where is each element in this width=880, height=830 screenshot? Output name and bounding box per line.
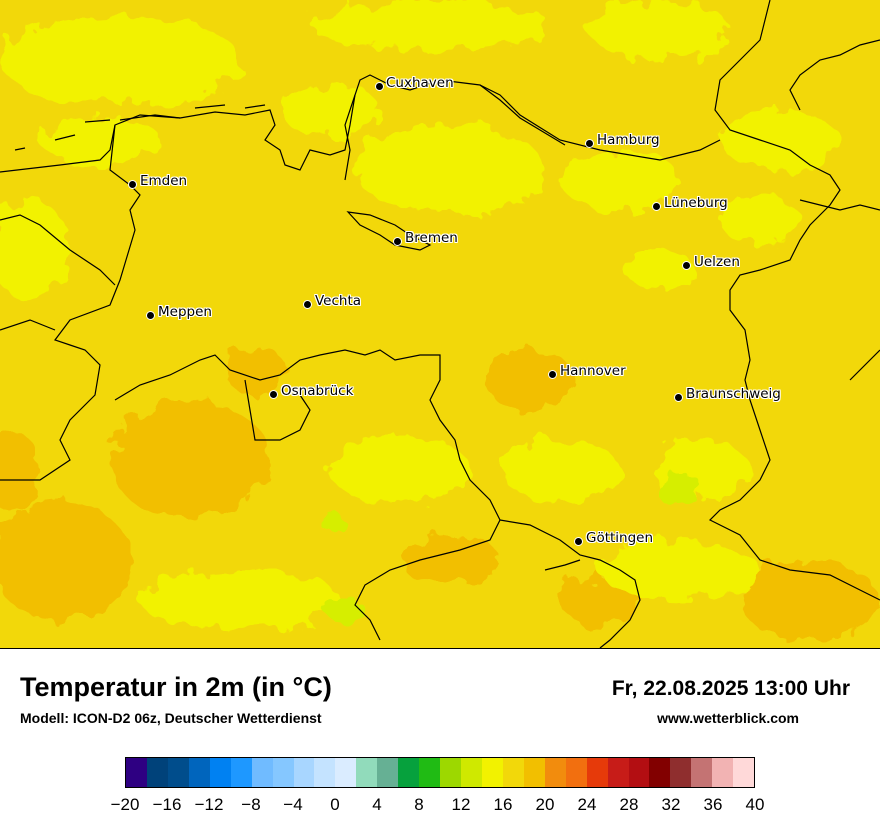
website-link[interactable]: www.wetterblick.com bbox=[657, 710, 799, 726]
boundaries bbox=[0, 0, 880, 648]
temperature-map: Cuxhaven Hamburg Emden Lüneburg Bremen U… bbox=[0, 0, 880, 649]
city-label-bremen: Bremen bbox=[405, 230, 458, 246]
colorbar-segment bbox=[440, 758, 461, 787]
colorbar-segment bbox=[502, 758, 524, 787]
city-dot-hannover bbox=[548, 370, 557, 379]
colorbar-tick-label: −20 bbox=[110, 795, 140, 814]
city-dot-bremen bbox=[393, 237, 402, 246]
city-label-hannover: Hannover bbox=[560, 363, 626, 379]
colorbar-segment bbox=[377, 758, 399, 787]
colorbar-segment bbox=[209, 758, 231, 787]
colorbar-tick-label: 12 bbox=[451, 795, 471, 814]
city-dot-emden bbox=[128, 180, 137, 189]
colorbar-segment bbox=[146, 758, 168, 787]
colorbar-segment bbox=[544, 758, 566, 787]
model-source: Modell: ICON-D2 06z, Deutscher Wetterdie… bbox=[20, 710, 322, 726]
colorbar-segment bbox=[230, 758, 252, 787]
colorbar-tick-label: 20 bbox=[535, 795, 555, 814]
colorbar-segment bbox=[523, 758, 545, 787]
colorbar-segment bbox=[461, 758, 482, 787]
city-dot-meppen bbox=[146, 311, 155, 320]
colorbar-tick-label: −12 bbox=[194, 795, 224, 814]
field-warm-areas bbox=[0, 345, 880, 640]
city-label-braunschweig: Braunschweig bbox=[686, 386, 781, 402]
temperature-colorbar bbox=[125, 757, 755, 788]
colorbar-segment bbox=[565, 758, 587, 787]
city-dot-hamburg bbox=[585, 139, 594, 148]
colorbar-segment bbox=[649, 758, 671, 787]
colorbar-tick-label: 0 bbox=[330, 795, 340, 814]
colorbar-tick-label: 40 bbox=[745, 795, 765, 814]
city-dot-lueneburg bbox=[652, 202, 661, 211]
colorbar-tick-label: 32 bbox=[661, 795, 681, 814]
colorbar-segment bbox=[272, 758, 294, 787]
colorbar-segment bbox=[335, 758, 357, 787]
city-dot-vechta bbox=[303, 300, 312, 309]
colorbar-segment bbox=[712, 758, 734, 787]
city-dot-cuxhaven bbox=[375, 82, 384, 91]
city-label-emden: Emden bbox=[140, 173, 188, 189]
map-title: Temperatur in 2m (in °C) bbox=[20, 672, 332, 702]
city-label-osnabrueck: Osnabrück bbox=[281, 383, 354, 399]
city-label-cuxhaven: Cuxhaven bbox=[386, 75, 454, 91]
colorbar-segment bbox=[398, 758, 420, 787]
city-dot-osnabrueck bbox=[269, 390, 278, 399]
field-coolest-areas bbox=[318, 475, 705, 622]
city-label-hamburg: Hamburg bbox=[597, 132, 660, 148]
colorbar-tick-label: 16 bbox=[493, 795, 513, 814]
temperature-field bbox=[0, 0, 880, 648]
colorbar-tick-label: 36 bbox=[703, 795, 723, 814]
colorbar-tick-label: −16 bbox=[152, 795, 182, 814]
colorbar-tick-label: −8 bbox=[241, 795, 261, 814]
colorbar-segment bbox=[481, 758, 503, 787]
colorbar-segment bbox=[607, 758, 629, 787]
field-cool-areas bbox=[0, 0, 840, 630]
city-label-uelzen: Uelzen bbox=[694, 254, 740, 270]
colorbar-segment bbox=[586, 758, 608, 787]
colorbar-segment bbox=[628, 758, 650, 787]
city-label-lueneburg: Lüneburg bbox=[664, 195, 728, 211]
colorbar-segment bbox=[356, 758, 378, 787]
colorbar-segment bbox=[251, 758, 273, 787]
colorbar-segment bbox=[419, 758, 441, 787]
city-dot-uelzen bbox=[682, 261, 691, 270]
colorbar-segment bbox=[167, 758, 189, 787]
forecast-datetime: Fr, 22.08.2025 13:00 Uhr bbox=[611, 677, 850, 700]
colorbar-segment bbox=[733, 758, 755, 787]
colorbar-tick-label: 28 bbox=[619, 795, 639, 814]
colorbar-segment bbox=[691, 758, 713, 787]
colorbar-tick-label: 4 bbox=[372, 795, 382, 814]
city-label-goettingen: Göttingen bbox=[586, 530, 654, 546]
colorbar-tick-label: 8 bbox=[414, 795, 424, 814]
colorbar-segment bbox=[314, 758, 336, 787]
city-label-meppen: Meppen bbox=[158, 304, 212, 320]
city-label-vechta: Vechta bbox=[315, 293, 362, 309]
colorbar-segment bbox=[188, 758, 210, 787]
colorbar-segment bbox=[126, 758, 147, 787]
colorbar-tick-label: 24 bbox=[577, 795, 597, 814]
colorbar-segment bbox=[293, 758, 315, 787]
city-dot-braunschweig bbox=[674, 393, 683, 402]
city-dot-goettingen bbox=[574, 537, 583, 546]
colorbar-segment bbox=[670, 758, 692, 787]
colorbar-tick-label: −4 bbox=[283, 795, 303, 814]
